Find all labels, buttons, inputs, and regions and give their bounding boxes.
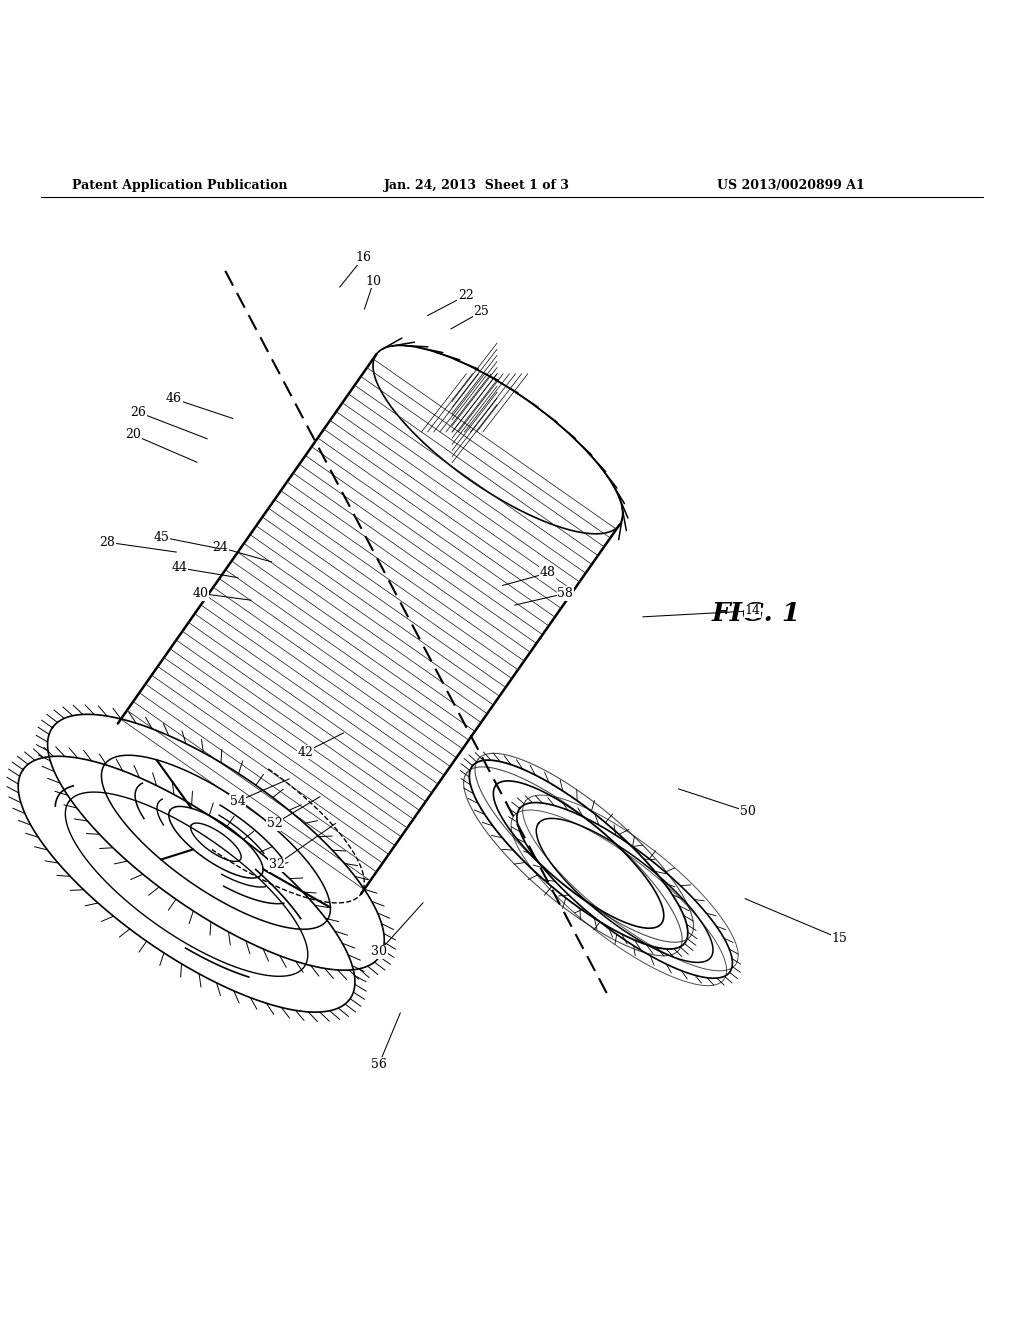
Text: 10: 10 [366,275,382,288]
Text: 58: 58 [557,587,573,599]
Text: 30: 30 [371,945,387,958]
Text: 15: 15 [831,932,848,945]
Text: 44: 44 [171,561,187,574]
Text: FIG. 1: FIG. 1 [712,602,801,627]
Text: 45: 45 [154,531,170,544]
Text: Patent Application Publication: Patent Application Publication [72,180,287,191]
Text: 54: 54 [229,795,246,808]
Text: 42: 42 [297,746,313,759]
Text: 14: 14 [744,605,761,618]
Text: Jan. 24, 2013  Sheet 1 of 3: Jan. 24, 2013 Sheet 1 of 3 [384,180,570,191]
Text: 56: 56 [371,1059,387,1071]
Text: 50: 50 [739,805,756,818]
Text: 32: 32 [268,858,285,871]
Text: 25: 25 [473,305,489,318]
Text: US 2013/0020899 A1: US 2013/0020899 A1 [717,180,864,191]
Text: 28: 28 [99,536,116,549]
Text: 26: 26 [130,405,146,418]
Text: 40: 40 [193,587,209,599]
Text: 16: 16 [355,251,372,264]
Text: 48: 48 [540,566,556,579]
Text: 22: 22 [458,289,474,302]
Text: 24: 24 [212,541,228,554]
Text: 20: 20 [125,428,141,441]
Text: 46: 46 [166,392,182,405]
Text: 52: 52 [266,817,283,830]
